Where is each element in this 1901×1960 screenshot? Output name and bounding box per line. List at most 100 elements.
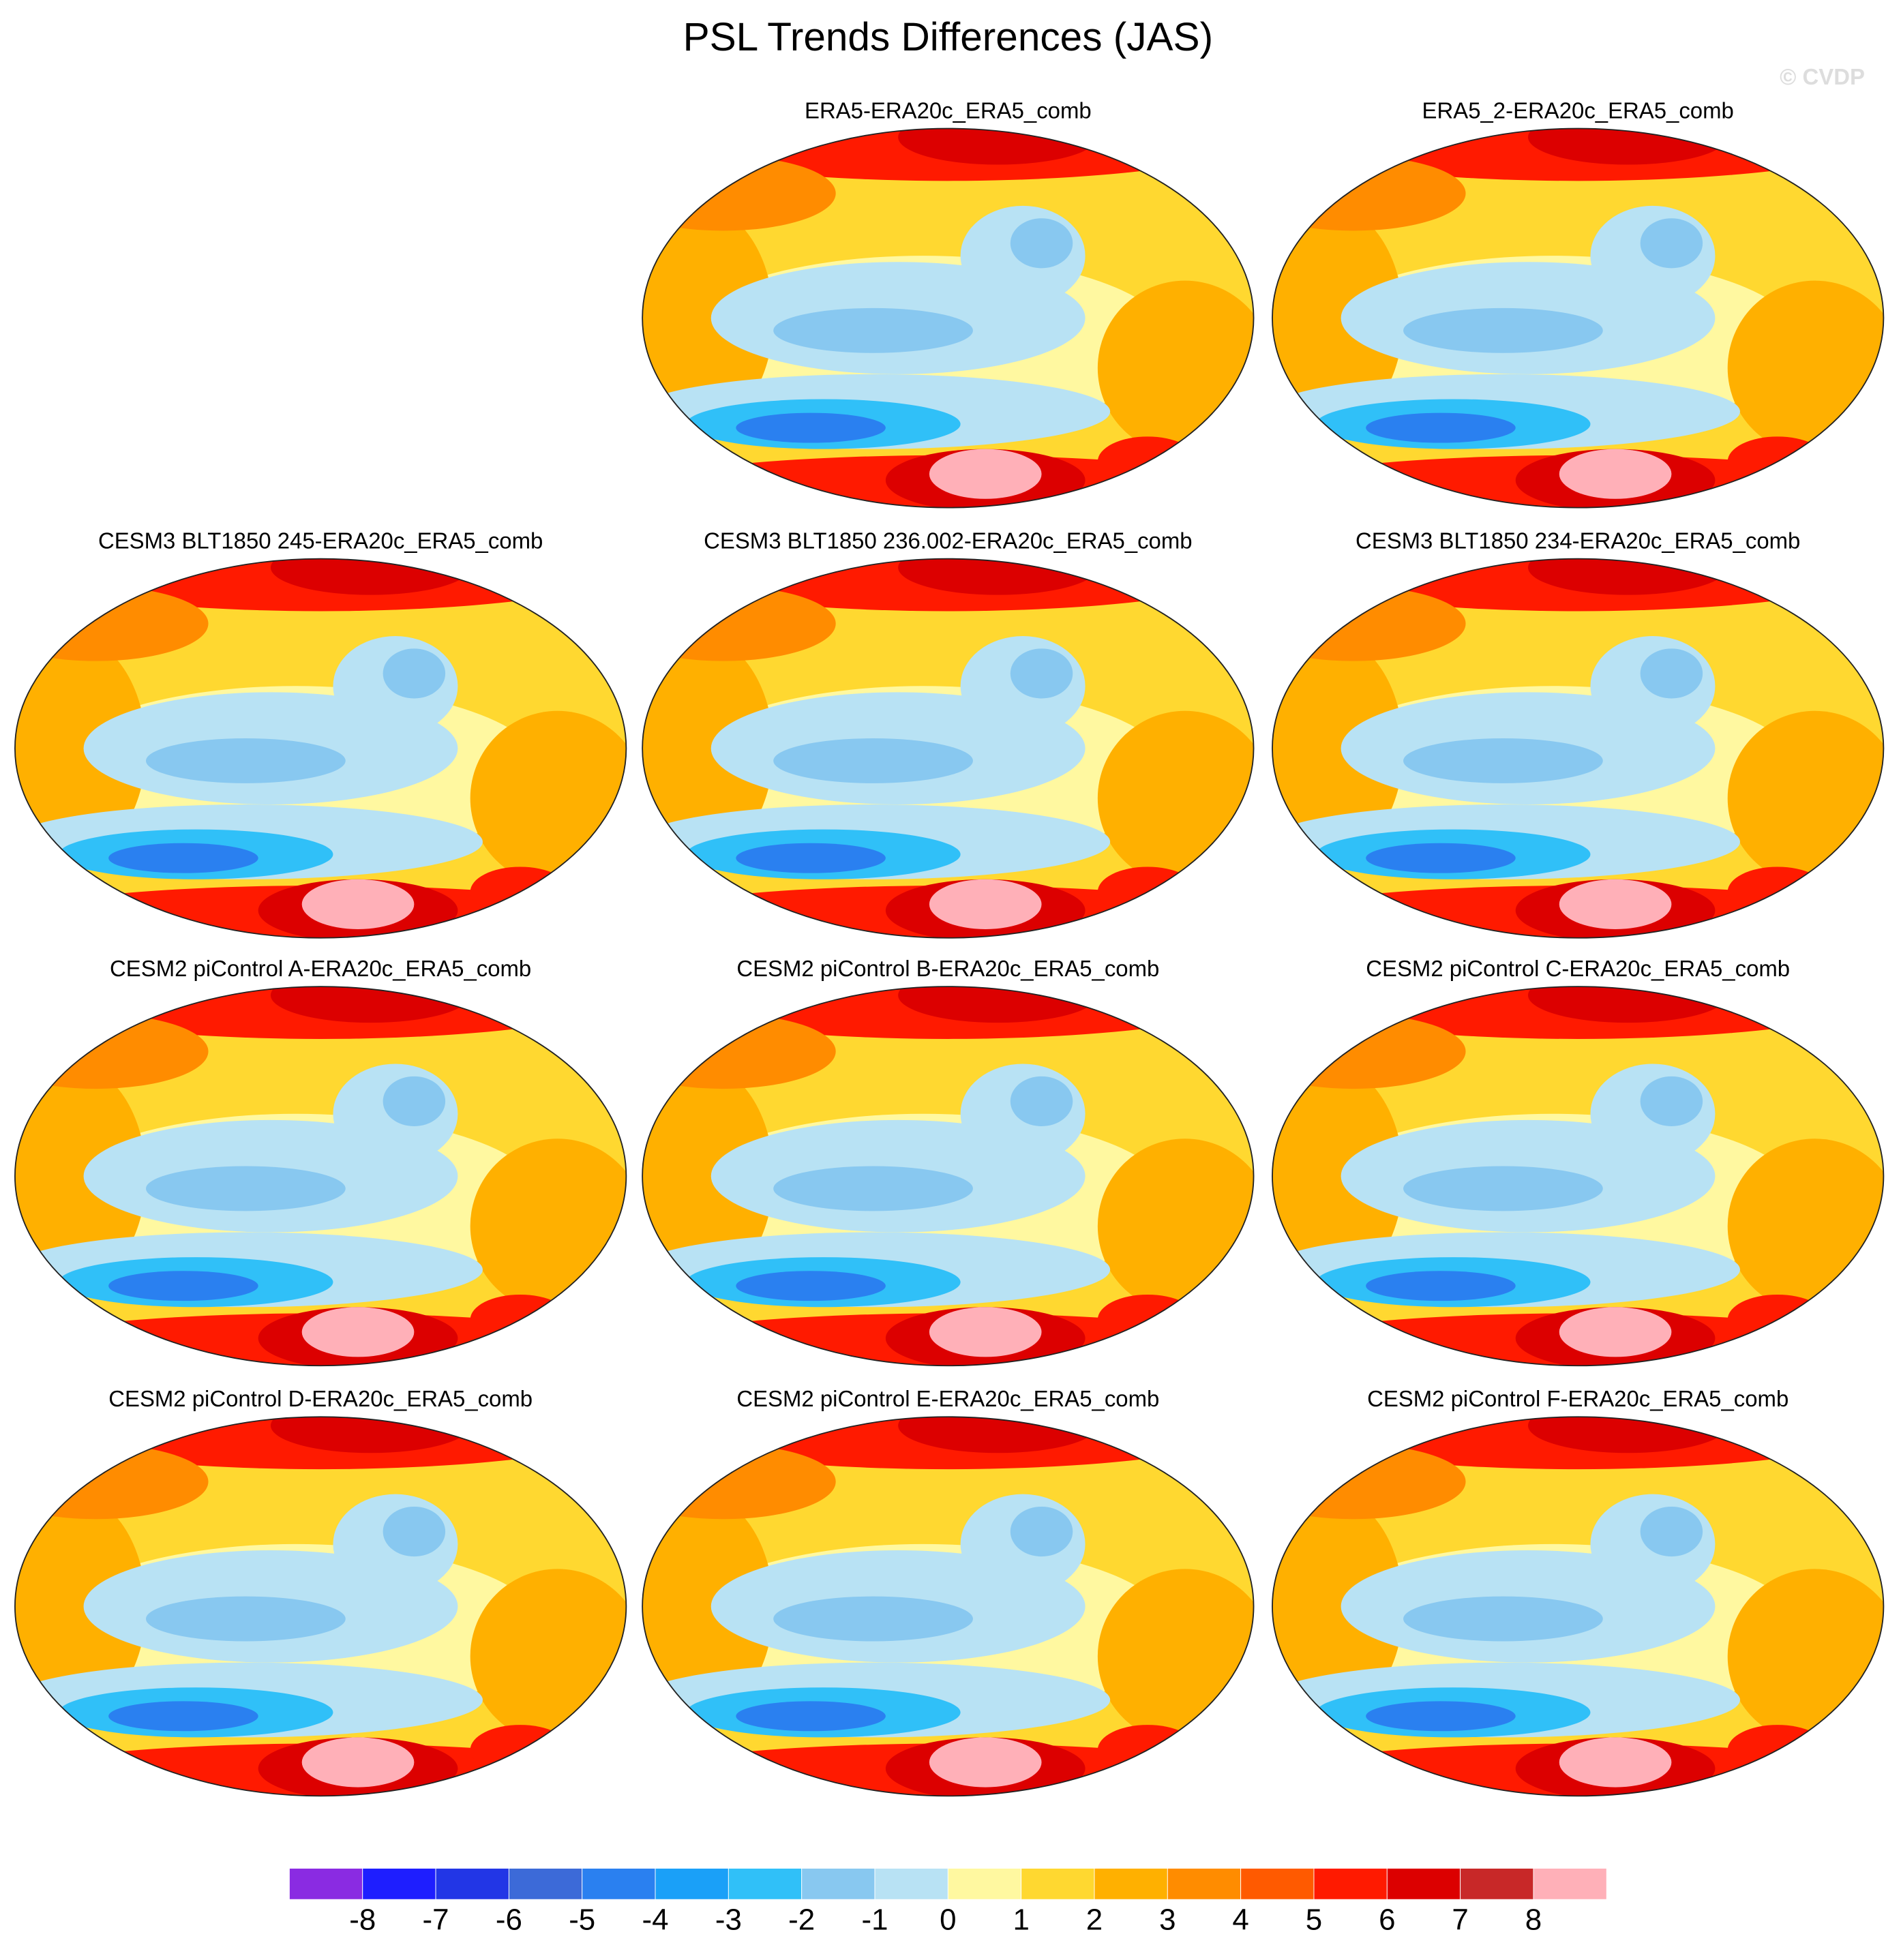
region [773, 738, 973, 783]
region [642, 155, 836, 231]
region [773, 1166, 973, 1211]
figure-title: PSL Trends Differences (JAS) [683, 15, 1213, 59]
region [1272, 586, 1466, 661]
colorbar-box [655, 1868, 729, 1900]
colorbar-box [1386, 1868, 1461, 1900]
colorbar-label: -8 [349, 1903, 376, 1937]
colorbar-label: 0 [940, 1903, 956, 1937]
region [1727, 710, 1884, 886]
region [642, 1014, 836, 1089]
region [383, 648, 446, 699]
region [14, 1064, 147, 1288]
map-border [642, 127, 1255, 509]
map-border [14, 1416, 627, 1797]
panel-title: CESM3 BLT1850 245-ERA20c_ERA5_comb [98, 528, 543, 554]
region [1528, 128, 1728, 165]
region [1097, 710, 1254, 886]
region [1727, 1139, 1884, 1314]
region [1403, 738, 1603, 783]
colorbar-box [288, 1868, 363, 1900]
colorbar-label: 3 [1159, 1903, 1176, 1937]
panel-title: ERA5-ERA20c_ERA5_comb [805, 97, 1092, 123]
region [642, 1064, 774, 1288]
map-border [1272, 558, 1885, 939]
region [1640, 1076, 1703, 1126]
region [1010, 648, 1073, 699]
region [1097, 280, 1254, 455]
region [1366, 1701, 1516, 1732]
colorbar-box [947, 1868, 1022, 1900]
region [1272, 1064, 1404, 1288]
map [642, 1417, 1254, 1796]
panel-title: CESM3 BLT1850 234-ERA20c_ERA5_comb [1356, 528, 1800, 554]
panel-title: CESM2 piControl E-ERA20c_ERA5_comb [736, 1386, 1159, 1411]
colorbar-label: 6 [1379, 1903, 1395, 1937]
colorbar-box [362, 1868, 436, 1900]
region [1528, 986, 1728, 1023]
colorbar-box [1167, 1868, 1242, 1900]
map [642, 558, 1254, 938]
colorbar-box [1240, 1868, 1315, 1900]
map-border [1272, 986, 1885, 1367]
colorbar-box [728, 1868, 803, 1900]
region [470, 710, 627, 886]
map [1272, 1417, 1884, 1796]
colorbar-label: -5 [569, 1903, 595, 1937]
colorbar-label: 7 [1452, 1903, 1468, 1937]
map [14, 558, 627, 938]
colorbar-box [874, 1868, 948, 1900]
colorbar-label: 4 [1232, 1903, 1248, 1937]
region [146, 1596, 346, 1642]
map [14, 986, 627, 1366]
region [1272, 1494, 1404, 1719]
colorbar-label: 1 [1013, 1903, 1029, 1937]
region [270, 1417, 470, 1453]
region [14, 636, 147, 861]
region [1010, 218, 1073, 269]
region [301, 1307, 415, 1357]
region [1559, 1737, 1672, 1788]
colorbar-label: -3 [715, 1903, 742, 1937]
region [898, 1417, 1098, 1453]
region [1010, 1506, 1073, 1557]
region [929, 1737, 1042, 1788]
region [1528, 1417, 1728, 1453]
region [898, 986, 1098, 1023]
region [898, 128, 1098, 165]
colorbar-label: 2 [1086, 1903, 1103, 1937]
region [14, 1494, 147, 1719]
region [1559, 879, 1672, 929]
region [146, 738, 346, 783]
region [1272, 1014, 1466, 1089]
map-border [1272, 1416, 1885, 1797]
map [642, 986, 1254, 1366]
region [1403, 1166, 1603, 1211]
region [773, 1596, 973, 1642]
colorbar-box [1533, 1868, 1607, 1900]
region [642, 586, 836, 661]
region [1272, 205, 1404, 431]
region [1366, 412, 1516, 443]
region [1010, 1076, 1073, 1126]
region [146, 1166, 346, 1211]
colorbar-box [1094, 1868, 1168, 1900]
colorbar-box [435, 1868, 509, 1900]
colorbar-label: -6 [496, 1903, 522, 1937]
region [270, 986, 470, 1023]
colorbar-label: 5 [1306, 1903, 1322, 1937]
panel-title: CESM2 piControl F-ERA20c_ERA5_comb [1367, 1386, 1788, 1411]
colorbar-box [582, 1868, 656, 1900]
region [383, 1076, 446, 1126]
region [1640, 648, 1703, 699]
region [1559, 449, 1672, 499]
panel-title: CESM2 piControl A-ERA20c_ERA5_comb [110, 956, 531, 981]
region [1097, 1569, 1254, 1744]
region [1272, 1444, 1466, 1520]
panel-title: CESM2 piControl C-ERA20c_ERA5_comb [1366, 956, 1790, 981]
map-border [1272, 127, 1885, 509]
colorbar-box [801, 1868, 875, 1900]
map-border [642, 986, 1255, 1367]
colorbar-box [1460, 1868, 1534, 1900]
region [736, 412, 886, 443]
